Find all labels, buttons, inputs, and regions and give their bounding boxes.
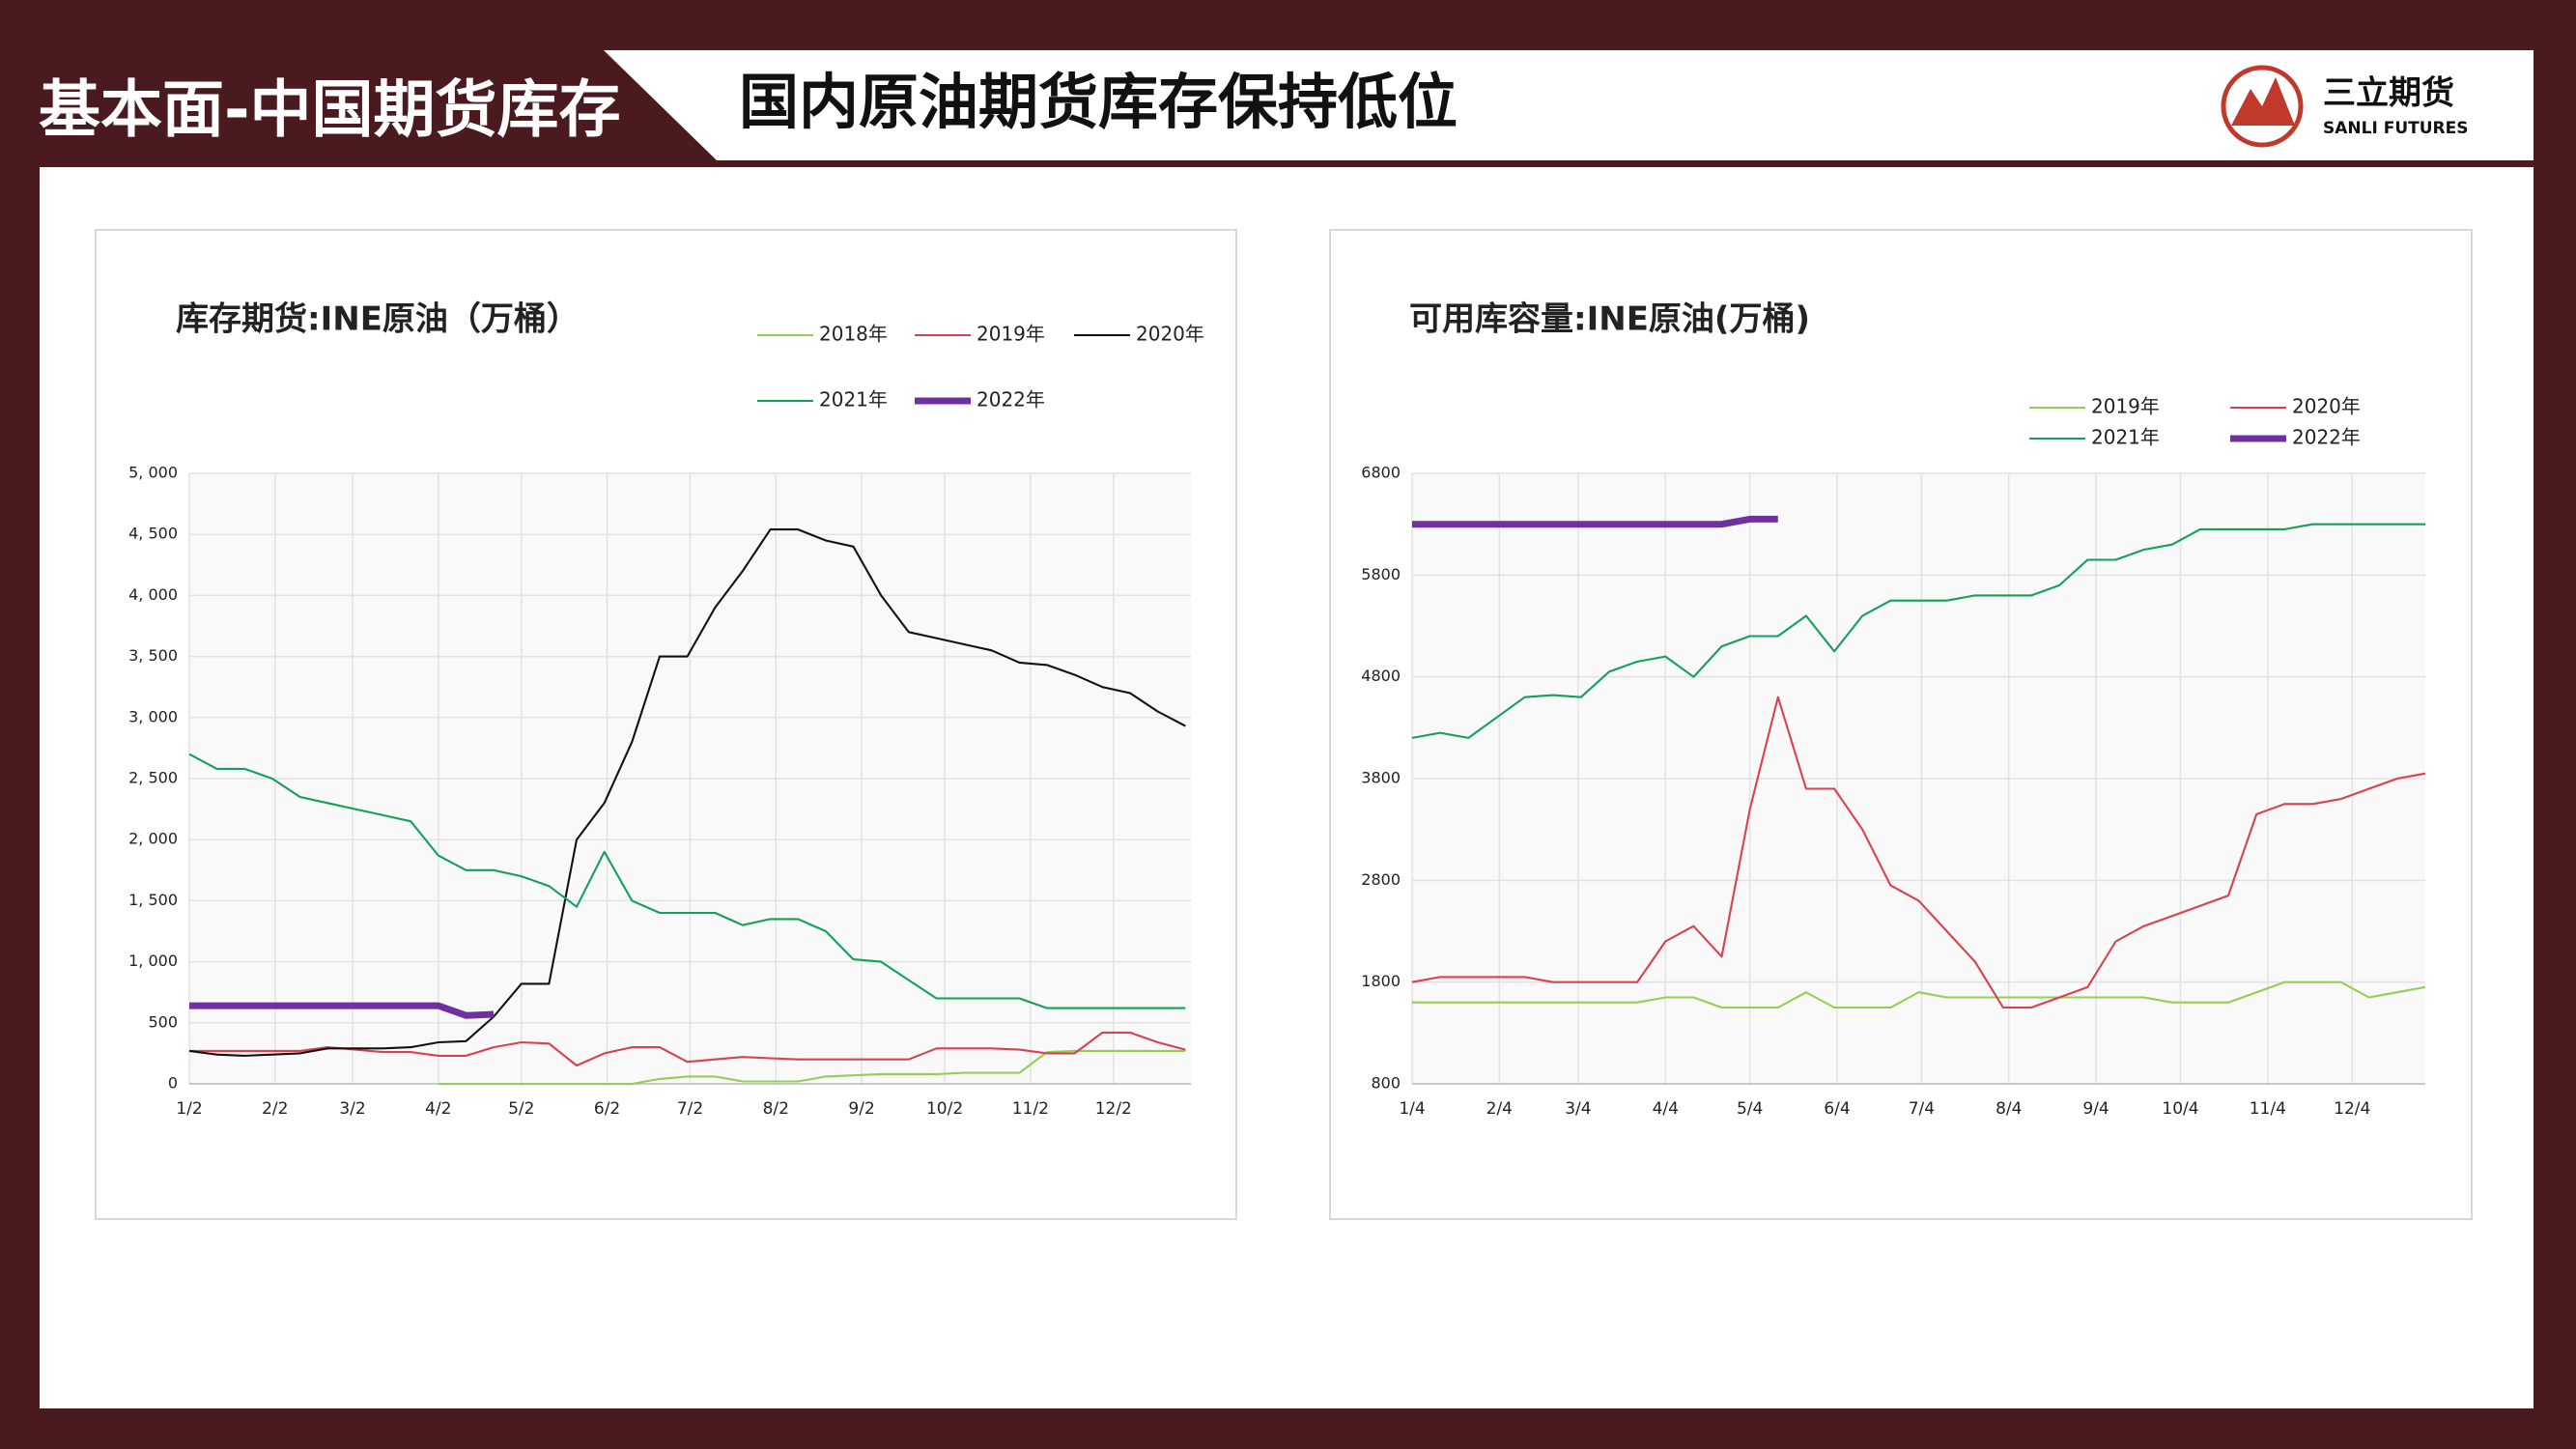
series-line: [438, 1049, 1186, 1086]
x-tick-label: 2/2: [262, 1099, 288, 1119]
y-tick-label: 4, 000: [128, 585, 178, 604]
legend-label: 2022年: [2292, 426, 2361, 449]
series-line: [188, 753, 1186, 1009]
y-tick-label: 2800: [1361, 870, 1401, 889]
x-tick-label: 6/2: [594, 1099, 620, 1119]
x-tick-label: 2/4: [1486, 1099, 1513, 1119]
x-tick-label: 6/4: [1824, 1099, 1850, 1119]
legend-label: 2020年: [1136, 323, 1204, 346]
x-tick-label: 3/2: [339, 1099, 365, 1119]
y-tick-label: 6800: [1361, 464, 1401, 482]
y-tick-label: 500: [148, 1012, 178, 1031]
x-tick-label: 5/2: [508, 1099, 534, 1119]
chart-title: 可用库容量:INE原油(万桶): [1409, 300, 1810, 339]
legend-label: 2021年: [2091, 426, 2160, 449]
x-tick-label: 1/2: [176, 1099, 202, 1119]
x-tick-label: 7/4: [1909, 1099, 1935, 1119]
x-tick-label: 10/2: [926, 1099, 963, 1119]
x-tick-label: 1/4: [1399, 1099, 1425, 1119]
y-tick-label: 800: [1371, 1074, 1401, 1093]
legend-label: 2021年: [819, 388, 888, 412]
series-line: [1412, 515, 1778, 528]
x-tick-label: 11/2: [1012, 1099, 1049, 1119]
section-title: 基本面-中国期货库存: [39, 75, 621, 147]
x-tick-label: 9/2: [848, 1099, 874, 1119]
legend-label: 2019年: [2091, 395, 2160, 418]
x-tick-label: 5/4: [1737, 1099, 1763, 1119]
legend-label: 2019年: [977, 323, 1045, 346]
y-tick-label: 3, 500: [128, 646, 178, 665]
x-tick-label: 11/4: [2250, 1099, 2286, 1119]
logo-mountain: [2231, 77, 2295, 126]
y-tick-label: 5, 000: [128, 464, 178, 482]
y-tick-label: 3, 000: [128, 707, 178, 725]
x-tick-label: 12/2: [1095, 1099, 1132, 1119]
series-line: [189, 1031, 1186, 1067]
series-line: [1411, 523, 2425, 739]
legend-label: 2020年: [2292, 395, 2361, 418]
series-line: [1412, 980, 2426, 1009]
y-tick-label: 3800: [1361, 769, 1401, 787]
x-tick-label: 7/2: [677, 1099, 703, 1119]
y-tick-label: 1, 500: [128, 891, 178, 909]
x-tick-label: 8/4: [1996, 1099, 2022, 1119]
series-line: [188, 528, 1186, 1057]
y-tick-label: 5800: [1361, 565, 1401, 583]
title-banner: [604, 50, 2534, 160]
x-tick-label: 10/4: [2162, 1099, 2198, 1119]
logo-name: 三立期货: [2323, 74, 2454, 113]
x-tick-label: 12/4: [2334, 1099, 2370, 1119]
logo-sub: SANLI FUTURES: [2323, 119, 2468, 138]
series-line: [1411, 696, 2426, 1009]
legend-label: 2018年: [819, 323, 888, 346]
series-line: [189, 1002, 495, 1019]
y-tick-label: 4, 500: [128, 525, 178, 543]
y-tick-label: 4800: [1361, 667, 1401, 685]
y-tick-label: 2, 000: [128, 830, 178, 848]
page-title: 国内原油期货库存保持低位: [739, 67, 1458, 137]
x-tick-label: 3/4: [1565, 1099, 1591, 1119]
y-tick-label: 1800: [1361, 972, 1401, 990]
x-tick-label: 4/2: [425, 1099, 451, 1119]
x-tick-label: 8/2: [763, 1099, 789, 1119]
legend-label: 2022年: [977, 388, 1045, 412]
y-tick-label: 2, 500: [128, 769, 178, 787]
y-tick-label: 1, 000: [128, 952, 178, 970]
x-tick-label: 9/4: [2082, 1099, 2109, 1119]
logo-ring: [2221, 65, 2304, 148]
chart-title: 库存期货:INE原油（万桶）: [176, 300, 580, 339]
y-tick-label: 0: [168, 1074, 178, 1093]
x-tick-label: 4/4: [1653, 1099, 1679, 1119]
